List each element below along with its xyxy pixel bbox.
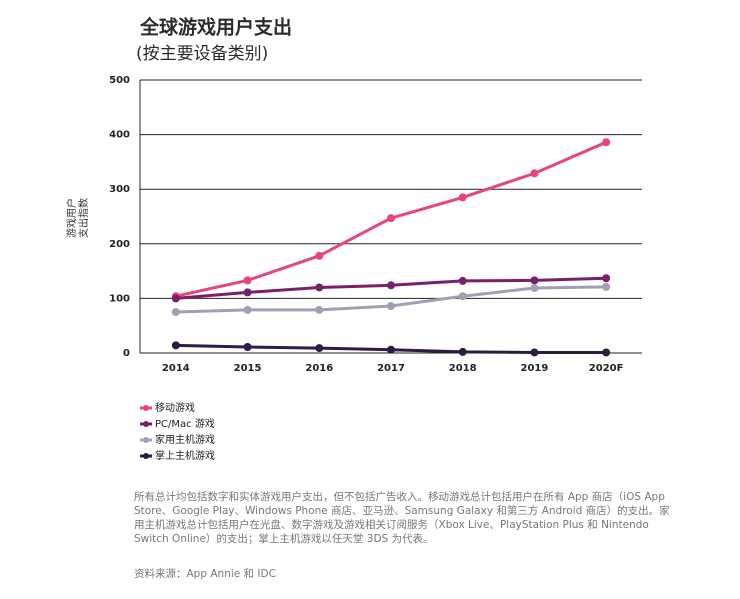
point [315,283,324,292]
point [530,348,539,357]
point [530,284,539,293]
footnote: 所有总计均包括数字和实体游戏用户支出，但不包括广告收入。移动游戏总计包括用户在所… [134,491,670,545]
legend-marker [143,453,149,459]
legend-marker [143,421,149,427]
point [171,308,180,317]
point [387,281,395,290]
point [387,345,395,354]
point [458,276,467,285]
y-tick-label: 200 [109,239,130,250]
point [530,169,539,178]
point [458,347,467,356]
x-tick-label: 2015 [234,363,262,374]
chart-subtitle: (按主要设备类别) [136,44,268,64]
y-tick-label: 0 [123,348,130,359]
x-tick-label: 2018 [449,363,477,374]
point [387,302,395,311]
legend-label: 移动游戏 [155,401,195,414]
x-tick-label: 2016 [305,363,333,374]
y-tick-label: 400 [109,130,130,141]
x-tick-label: 2014 [162,363,190,374]
legend-label: PC/Mac 游戏 [155,417,215,430]
point [243,342,252,351]
x-tick-label: 2020F [589,363,624,374]
y-tick-label: 500 [109,75,130,86]
x-tick-label: 2017 [377,363,405,374]
point [602,348,611,357]
y-tick-label: 300 [109,184,130,195]
point [315,305,324,314]
y-axis-label: 游戏用户 支出指数 [65,198,90,238]
point [243,276,252,285]
y-label-line: 支出指数 [77,198,90,238]
point [171,341,180,350]
x-tick-label: 2019 [521,363,549,374]
point [602,274,611,283]
point [315,251,324,260]
point [602,138,611,147]
point [530,276,539,285]
y-tick-label: 100 [109,293,130,304]
point [602,282,611,291]
point [387,214,395,223]
legend-marker [143,405,149,411]
chart: 全球游戏用户支出 (按主要设备类别) 游戏用户 支出指数 0 100 200 300 4… [65,16,642,462]
legend-marker [143,437,149,443]
source: 资料来源：App Annie 和 IDC [134,568,276,580]
point [458,292,467,301]
chart-title: 全球游戏用户支出 [139,16,292,39]
point [458,193,467,202]
point [243,288,252,297]
legend-label: 掌上主机游戏 [155,449,215,462]
point [243,305,252,314]
legend-label: 家用主机游戏 [155,433,215,446]
point [315,344,324,353]
y-label-line: 游戏用户 [65,198,78,238]
point [171,294,180,303]
